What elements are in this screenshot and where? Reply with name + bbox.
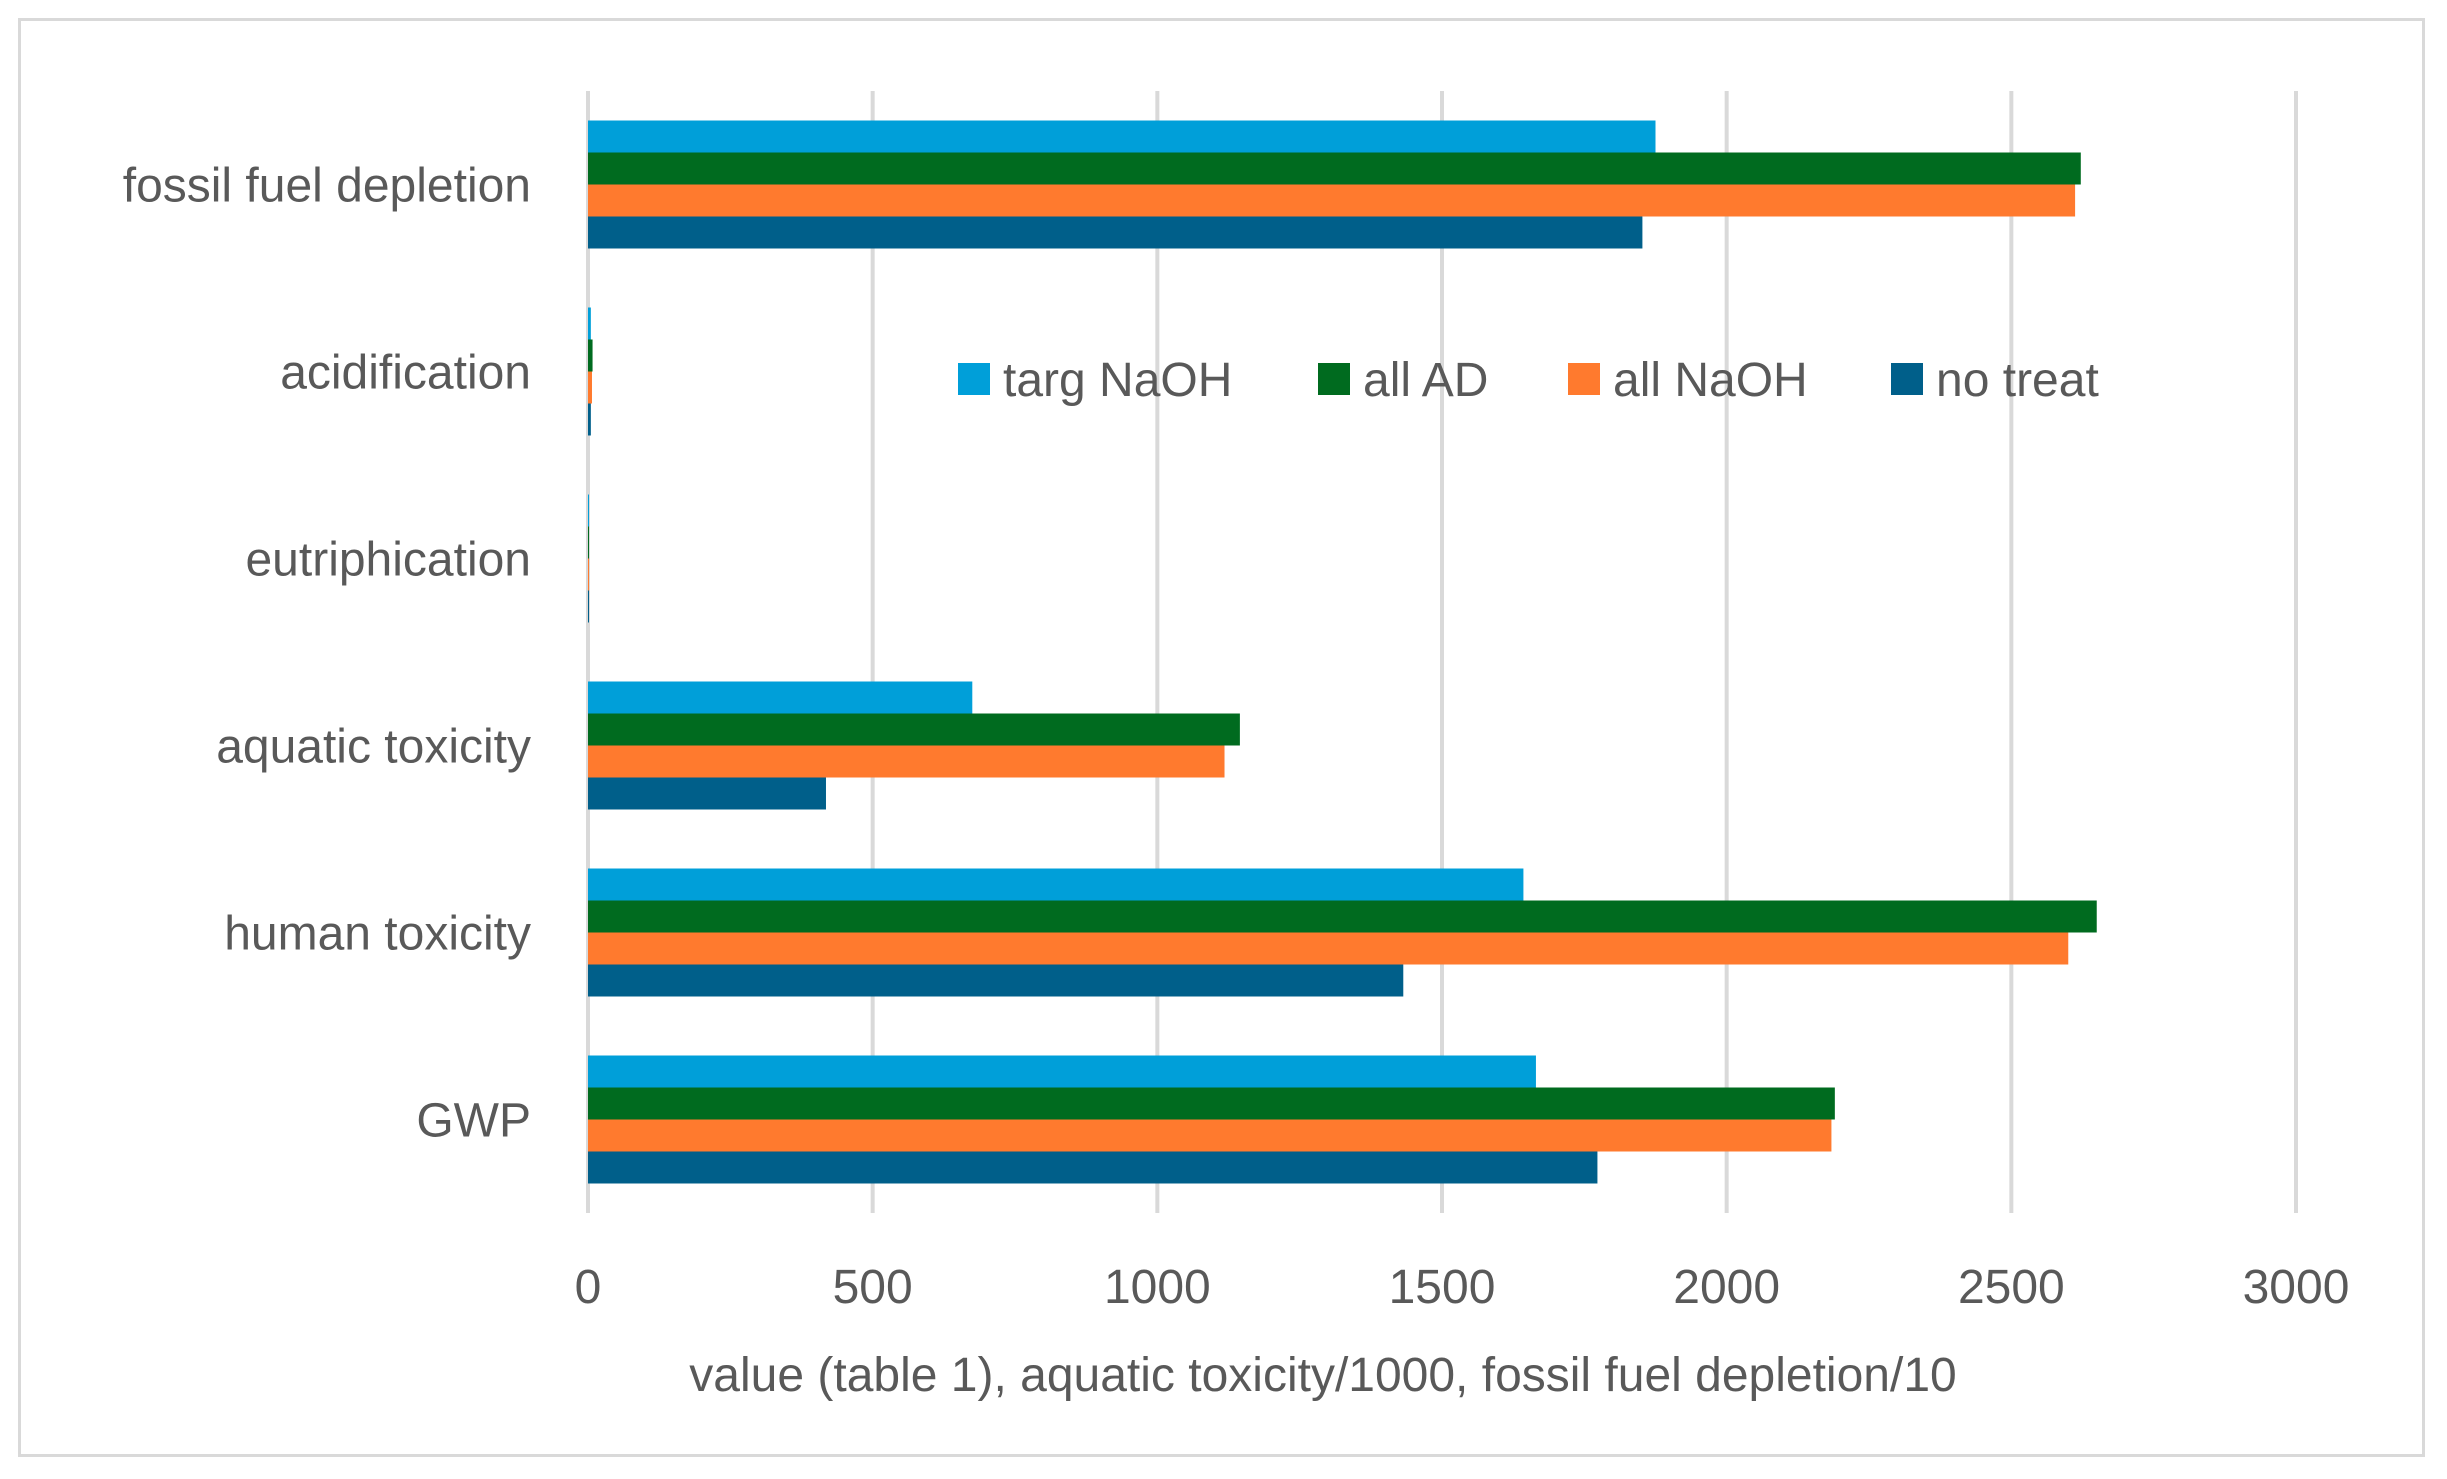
- bar-all-ad-human-toxicity: [588, 900, 2097, 933]
- legend-label: no treat: [1936, 354, 2099, 407]
- x-tick-label: 1500: [1389, 1261, 1496, 1314]
- bar-no-treat-fossil-fuel-depletion: [588, 216, 1643, 249]
- x-tick-label: 3000: [2243, 1261, 2350, 1314]
- y-tick-label: eutriphication: [245, 534, 531, 587]
- y-tick-label: GWP: [416, 1095, 531, 1148]
- bar-all-naoh-eutriphication: [588, 558, 589, 591]
- legend-swatch: [958, 363, 990, 395]
- bar-all-naoh-gwp: [588, 1119, 1832, 1152]
- bar-targ-naoh-gwp: [588, 1055, 1536, 1088]
- x-axis-title: value (table 1), aquatic toxicity/1000, …: [689, 1349, 1956, 1402]
- bar-targ-naoh-acidification: [588, 307, 591, 340]
- y-axis-labels: fossil fuel depletion acidification eutrip…: [123, 160, 531, 1148]
- legend: targ NaOH all AD all NaOH no treat: [958, 354, 2099, 407]
- bar-all-naoh-human-toxicity: [588, 932, 2069, 965]
- bar-targ-naoh-fossil-fuel-depletion: [588, 120, 1656, 153]
- bar-all-ad-acidification: [588, 339, 593, 372]
- legend-swatch: [1568, 363, 1600, 395]
- x-tick-label: 500: [833, 1261, 913, 1314]
- bar-all-ad-eutriphication: [588, 526, 589, 559]
- x-axis-labels: 0 500 1000 1500 2000 2500 3000: [575, 1261, 2350, 1314]
- y-tick-label: aquatic toxicity: [216, 721, 531, 774]
- x-tick-label: 2000: [1673, 1261, 1780, 1314]
- bar-all-ad-aquatic-toxicity: [588, 713, 1240, 746]
- gridlines: [586, 91, 2298, 1213]
- bar-no-treat-aquatic-toxicity: [588, 777, 826, 810]
- x-tick-label: 0: [575, 1261, 602, 1314]
- y-tick-label: fossil fuel depletion: [123, 160, 531, 213]
- bars: [588, 120, 2097, 1184]
- x-tick-label: 1000: [1104, 1261, 1211, 1314]
- bar-targ-naoh-aquatic-toxicity: [588, 681, 973, 714]
- bar-no-treat-gwp: [588, 1151, 1598, 1184]
- bar-targ-naoh-human-toxicity: [588, 868, 1524, 901]
- bar-chart: fossil fuel depletion acidification eutrip…: [123, 91, 2350, 1402]
- bar-targ-naoh-eutriphication: [588, 494, 589, 527]
- legend-swatch: [1318, 363, 1350, 395]
- y-tick-label: human toxicity: [224, 908, 531, 961]
- legend-label: all AD: [1363, 354, 1488, 407]
- bar-all-ad-fossil-fuel-depletion: [588, 152, 2081, 185]
- y-tick-label: acidification: [280, 347, 531, 400]
- bar-all-naoh-acidification: [588, 371, 592, 404]
- chart-frame: fossil fuel depletion acidification eutrip…: [18, 18, 2425, 1457]
- legend-label: targ NaOH: [1003, 354, 1232, 407]
- bar-all-naoh-fossil-fuel-depletion: [588, 184, 2076, 217]
- legend-swatch: [1891, 363, 1923, 395]
- bar-no-treat-human-toxicity: [588, 964, 1404, 997]
- bar-all-naoh-aquatic-toxicity: [588, 745, 1225, 778]
- legend-label: all NaOH: [1613, 354, 1808, 407]
- x-tick-label: 2500: [1958, 1261, 2065, 1314]
- bar-no-treat-acidification: [588, 403, 591, 436]
- bar-all-ad-gwp: [588, 1087, 1835, 1120]
- bar-no-treat-eutriphication: [588, 590, 589, 623]
